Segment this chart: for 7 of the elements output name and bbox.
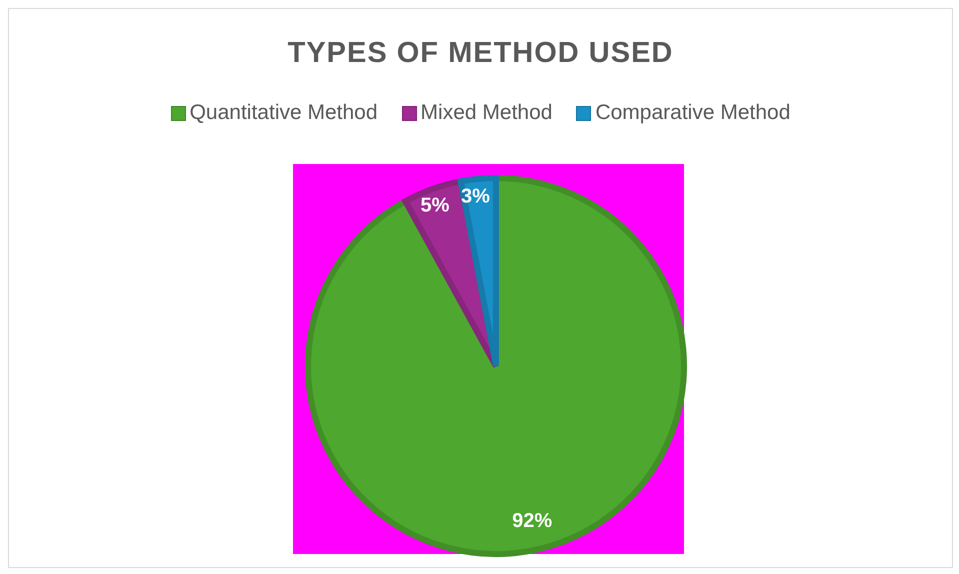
data-label: 3%	[460, 185, 490, 208]
legend-label: Quantitative Method	[190, 101, 378, 125]
legend-label: Comparative Method	[595, 101, 790, 125]
data-label: 5%	[420, 194, 450, 216]
legend-label: Mixed Method	[420, 101, 552, 125]
chart-title: TYPES OF METHOD USED	[286, 37, 674, 70]
data-label: 92%	[512, 510, 552, 532]
